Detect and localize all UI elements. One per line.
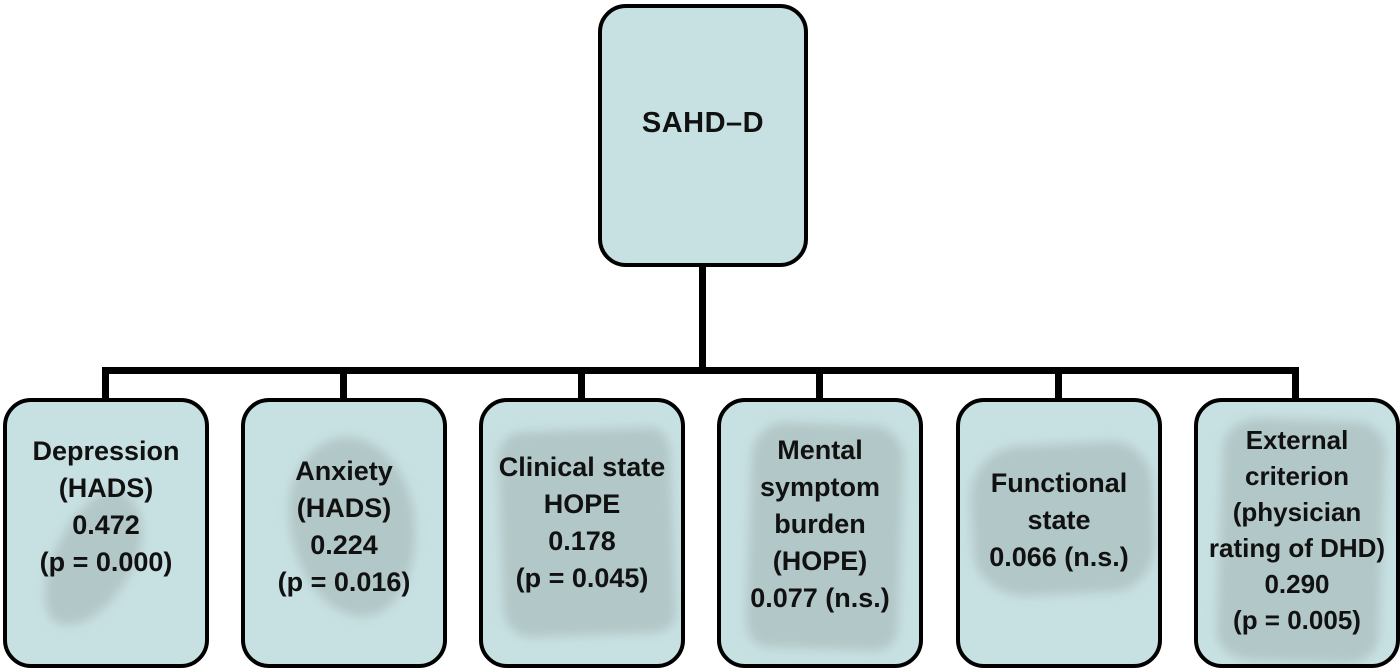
connector-stub-5 (1055, 367, 1062, 399)
node-line: 0.178 (548, 526, 616, 556)
node-line: (physician (1232, 497, 1362, 527)
child-node-external-criterion: External criterion (physician rating of … (1194, 398, 1400, 668)
child-node-anxiety-hads: Anxiety (HADS) 0.224 (p = 0.016) (241, 398, 447, 668)
node-line: 0.066 (n.s.) (989, 541, 1129, 572)
root-node-label: SAHD–D (641, 107, 765, 139)
node-line: (p = 0.016) (277, 567, 411, 597)
node-line: (p = 0.005) (1233, 605, 1361, 635)
node-line: rating of DHD) (1208, 533, 1386, 563)
node-line: 0.290 (1264, 569, 1330, 599)
node-line: (HADS) (58, 473, 154, 503)
connector-stub-1 (102, 367, 109, 399)
connector-stub-3 (578, 367, 585, 399)
node-line: (p = 0.000) (39, 547, 173, 577)
connector-stub-6 (1292, 367, 1299, 399)
connector-root-stem (699, 265, 706, 371)
node-line: (p = 0.045) (515, 563, 649, 593)
node-line: burden (774, 508, 866, 539)
connector-horizontal-bar (102, 367, 1299, 374)
child-node-depression-hads: Depression (HADS) 0.472 (p = 0.000) (3, 398, 209, 668)
node-line: Mental (777, 434, 863, 465)
node-line: symptom (759, 471, 881, 502)
node-line: Clinical state (498, 452, 666, 482)
node-line: 0.077 (n.s.) (750, 582, 890, 613)
node-line: state (1027, 504, 1091, 535)
node-line: Anxiety (295, 456, 393, 486)
child-node-functional-state: Functional state 0.066 (n.s.) (956, 398, 1162, 668)
child-node-mental-symptom-burden: Mental symptom burden (HOPE) 0.077 (n.s.… (717, 398, 923, 668)
node-line: (HADS) (296, 493, 392, 523)
connector-stub-4 (816, 367, 823, 399)
child-node-clinical-state-hope: Clinical state HOPE 0.178 (p = 0.045) (479, 398, 685, 668)
node-line: 0.224 (310, 530, 378, 560)
node-line: External (1245, 425, 1349, 455)
connector-stub-2 (340, 367, 347, 399)
node-line: criterion (1244, 461, 1350, 491)
node-line: Depression (32, 436, 180, 466)
node-line: 0.472 (72, 510, 140, 540)
node-line: (HOPE) (772, 545, 868, 576)
root-node-sahd-d: SAHD–D (598, 4, 808, 267)
node-line: HOPE (543, 489, 621, 519)
node-line: Functional (990, 467, 1128, 498)
